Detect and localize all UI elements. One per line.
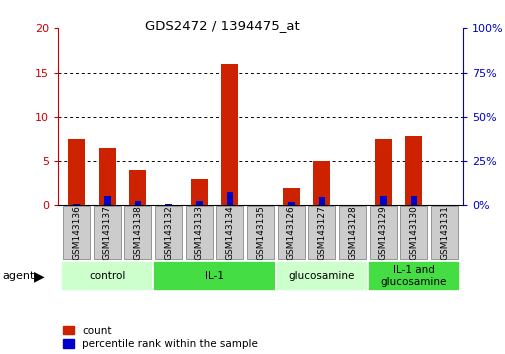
Bar (374, 139, 391, 205)
Text: GSM143128: GSM143128 (347, 205, 357, 260)
Bar (129, 170, 146, 205)
Text: GSM143136: GSM143136 (72, 205, 81, 260)
Text: GDS2472 / 1394475_at: GDS2472 / 1394475_at (145, 19, 299, 33)
Bar (155, 206, 182, 259)
Bar (124, 206, 151, 259)
Text: GSM143130: GSM143130 (409, 205, 418, 260)
Text: GSM143127: GSM143127 (317, 205, 326, 260)
Text: GSM143129: GSM143129 (378, 205, 387, 260)
Text: IL-1 and
glucosamine: IL-1 and glucosamine (380, 265, 446, 287)
Bar (226, 192, 233, 205)
Text: GSM143138: GSM143138 (133, 205, 142, 260)
Bar (185, 206, 212, 259)
Bar (367, 261, 459, 291)
Bar (190, 179, 207, 205)
Bar (221, 64, 238, 205)
Bar (63, 206, 90, 259)
Bar (134, 201, 141, 205)
Text: ▶: ▶ (34, 269, 45, 283)
Bar (308, 206, 335, 259)
Bar (98, 148, 116, 205)
Bar (275, 261, 367, 291)
Bar (287, 202, 294, 205)
Bar (93, 206, 121, 259)
Bar (216, 206, 243, 259)
Bar (405, 136, 422, 205)
Legend: count, percentile rank within the sample: count, percentile rank within the sample (63, 326, 258, 349)
Bar (399, 206, 427, 259)
Text: IL-1: IL-1 (205, 271, 224, 281)
Text: GSM143131: GSM143131 (439, 205, 448, 260)
Text: GSM143135: GSM143135 (256, 205, 265, 260)
Text: control: control (89, 271, 125, 281)
Bar (195, 201, 202, 205)
Bar (313, 161, 330, 205)
Text: GSM143134: GSM143134 (225, 205, 234, 260)
Bar (430, 206, 457, 259)
Text: glucosamine: glucosamine (288, 271, 355, 281)
Bar (68, 139, 85, 205)
Bar (277, 206, 304, 259)
Bar (369, 206, 396, 259)
Text: GSM143133: GSM143133 (194, 205, 204, 260)
Bar (61, 261, 153, 291)
Bar (318, 198, 325, 205)
Bar (246, 206, 274, 259)
Bar (410, 196, 417, 205)
Text: GSM143137: GSM143137 (103, 205, 112, 260)
Text: agent: agent (3, 271, 35, 281)
Bar (379, 196, 386, 205)
Bar (104, 196, 111, 205)
Bar (338, 206, 365, 259)
Text: GSM143132: GSM143132 (164, 205, 173, 260)
Bar (153, 261, 275, 291)
Bar (165, 204, 172, 205)
Text: GSM143126: GSM143126 (286, 205, 295, 260)
Bar (282, 188, 299, 205)
